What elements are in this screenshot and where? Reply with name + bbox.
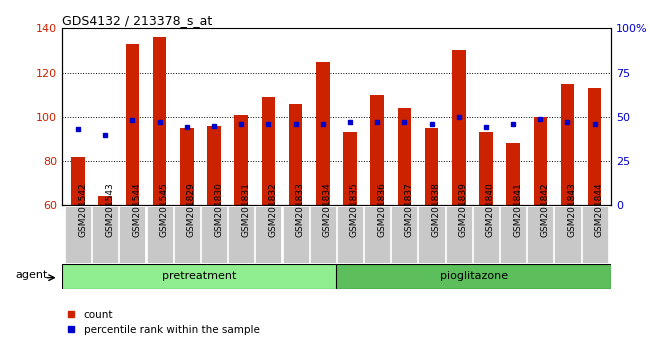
Text: agent: agent [16,270,48,280]
FancyBboxPatch shape [554,206,580,263]
Text: GSM201831: GSM201831 [241,183,250,238]
FancyBboxPatch shape [120,206,146,263]
Text: GSM201834: GSM201834 [323,183,332,238]
Bar [153,37,166,205]
Bar [261,97,275,205]
FancyBboxPatch shape [337,206,363,263]
Bar [588,88,601,205]
FancyBboxPatch shape [419,206,445,263]
FancyBboxPatch shape [500,206,526,263]
FancyBboxPatch shape [582,206,608,263]
Text: GSM201543: GSM201543 [105,183,114,238]
Bar [424,128,438,205]
FancyBboxPatch shape [255,206,281,263]
Bar [316,62,330,205]
FancyBboxPatch shape [65,206,91,263]
FancyBboxPatch shape [62,264,337,289]
FancyBboxPatch shape [391,206,417,263]
FancyBboxPatch shape [337,264,611,289]
Text: GSM201837: GSM201837 [404,183,413,238]
FancyBboxPatch shape [201,206,227,263]
Text: GSM201843: GSM201843 [567,183,577,238]
Text: pretreatment: pretreatment [162,272,236,281]
Text: GSM201542: GSM201542 [78,183,87,237]
FancyBboxPatch shape [527,206,553,263]
Text: GSM201833: GSM201833 [296,183,305,238]
FancyBboxPatch shape [473,206,499,263]
Bar [534,117,547,205]
Text: GSM201838: GSM201838 [432,183,441,238]
Text: GSM201842: GSM201842 [540,183,549,237]
Bar [72,156,85,205]
Text: pioglitazone: pioglitazone [439,272,508,281]
Text: GSM201835: GSM201835 [350,183,359,238]
FancyBboxPatch shape [283,206,309,263]
Text: GSM201840: GSM201840 [486,183,495,238]
Bar [289,103,302,205]
Text: GSM201836: GSM201836 [377,183,386,238]
Bar [207,126,221,205]
Bar [98,196,112,205]
Bar [235,115,248,205]
Bar [398,108,411,205]
FancyBboxPatch shape [446,206,472,263]
Text: GSM201829: GSM201829 [187,183,196,238]
Text: GSM201841: GSM201841 [513,183,522,238]
FancyBboxPatch shape [310,206,336,263]
Bar [343,132,357,205]
Text: GSM201844: GSM201844 [595,183,604,237]
Bar [370,95,384,205]
Text: GDS4132 / 213378_s_at: GDS4132 / 213378_s_at [62,14,212,27]
FancyBboxPatch shape [92,206,118,263]
Text: GSM201830: GSM201830 [214,183,223,238]
FancyBboxPatch shape [364,206,390,263]
FancyBboxPatch shape [147,206,173,263]
FancyBboxPatch shape [228,206,254,263]
FancyBboxPatch shape [174,206,200,263]
Bar [479,132,493,205]
Text: GSM201832: GSM201832 [268,183,278,238]
Bar [506,143,520,205]
Bar [452,50,465,205]
Text: GSM201544: GSM201544 [133,183,142,237]
Bar [125,44,139,205]
Legend: count, percentile rank within the sample: count, percentile rank within the sample [67,310,259,335]
Text: GSM201545: GSM201545 [160,183,168,238]
Bar [561,84,575,205]
Bar [180,128,194,205]
Text: GSM201839: GSM201839 [459,183,468,238]
